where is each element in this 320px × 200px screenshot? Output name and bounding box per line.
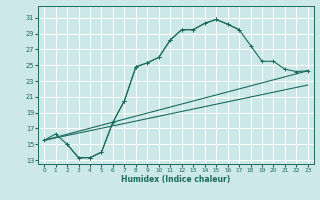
X-axis label: Humidex (Indice chaleur): Humidex (Indice chaleur)	[121, 175, 231, 184]
